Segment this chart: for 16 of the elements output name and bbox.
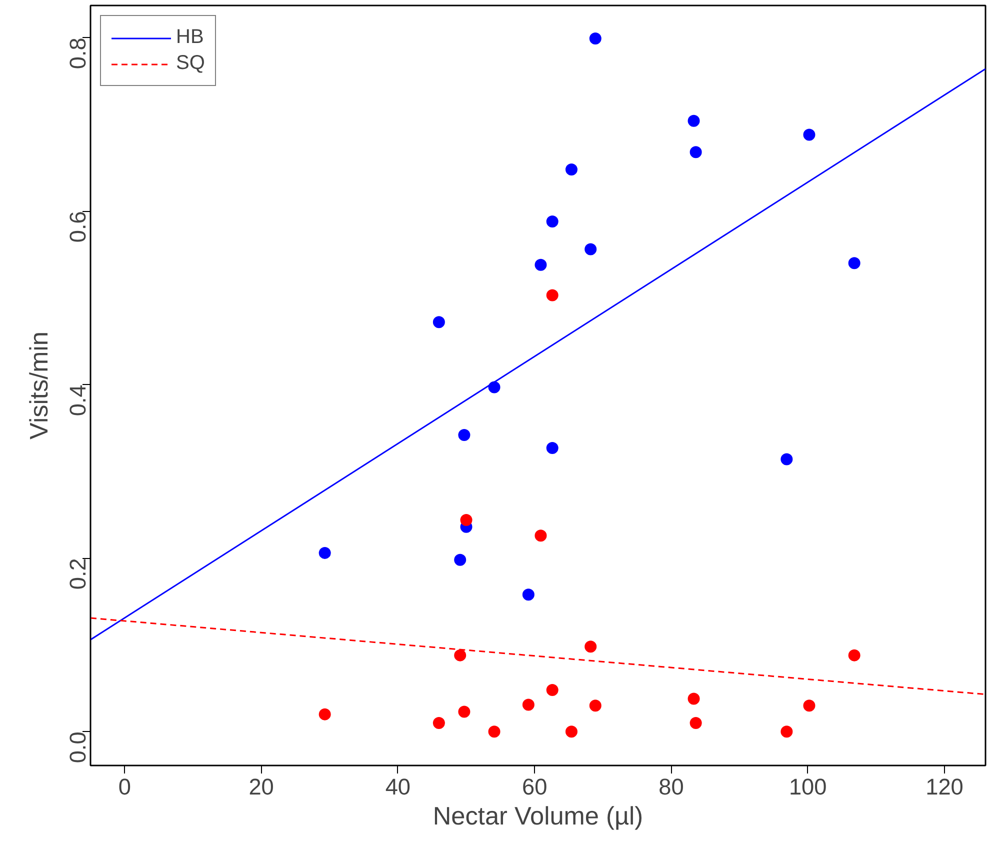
y-tick-label: 0.2: [64, 558, 90, 590]
legend-label: SQ: [176, 52, 205, 75]
y-tick-label: 0.8: [64, 38, 90, 70]
y-axis-title: Visits/min: [26, 332, 54, 440]
x-tick-label: 20: [248, 774, 274, 800]
x-tick-label: 60: [522, 774, 548, 800]
y-tick-label: 0.4: [64, 384, 90, 416]
legend-label: HB: [176, 26, 204, 49]
x-tick-label: 40: [385, 774, 411, 800]
x-tick-label: 120: [926, 774, 964, 800]
x-tick-label: 80: [658, 774, 684, 800]
y-tick-label: 0.6: [64, 211, 90, 243]
x-axis-title: Nectar Volume (µl): [432, 802, 644, 830]
x-tick-label: 100: [788, 774, 827, 800]
y-tick-label: 0.0: [64, 732, 90, 764]
x-tick-label: 0: [118, 774, 131, 800]
